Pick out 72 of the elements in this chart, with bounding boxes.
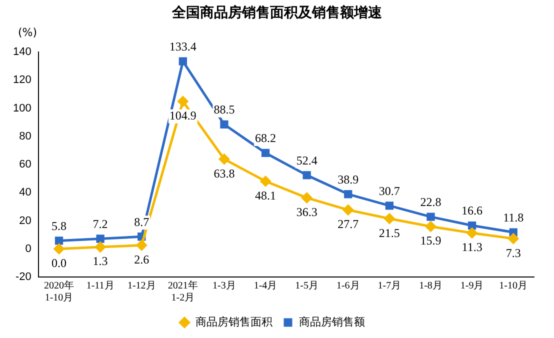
y-tick-label: 100 — [12, 102, 32, 114]
data-label: 7.3 — [506, 246, 521, 260]
x-tick-label: 1-5月 — [295, 280, 318, 292]
point — [261, 148, 270, 158]
x-tick-label: 1-3月 — [212, 280, 236, 292]
x-tick-label: 1-10月 — [499, 280, 528, 292]
legend-label: 商品房销售面积 — [196, 316, 272, 329]
point — [342, 204, 354, 216]
x-tick-label: 2021年 1-2月 — [168, 280, 198, 304]
data-label: 104.9 — [169, 108, 196, 123]
x-tick-label: 1-12月 — [127, 280, 156, 292]
x-tick-label: 2020年 1-10月 — [44, 280, 74, 304]
data-label: 22.8 — [420, 194, 442, 209]
y-axis-title: (%) — [18, 26, 38, 39]
point — [384, 213, 395, 224]
data-label: 21.5 — [378, 226, 400, 240]
point — [508, 233, 519, 244]
x-tick-label: 1-7月 — [378, 280, 402, 292]
point — [136, 240, 147, 250]
data-label: 30.7 — [378, 184, 400, 198]
point — [426, 212, 435, 221]
point — [95, 242, 106, 252]
point — [178, 96, 188, 107]
data-label: 0.0 — [52, 256, 67, 270]
point — [385, 202, 394, 210]
y-tick-label: 40 — [19, 186, 32, 199]
point — [178, 57, 187, 66]
data-label: 8.7 — [134, 214, 150, 229]
y-tick-label: 140 — [12, 46, 32, 58]
data-label: 38.9 — [338, 172, 359, 186]
data-label: 36.3 — [296, 204, 318, 219]
point — [54, 244, 64, 254]
x-tick-label: 1-4月 — [254, 280, 278, 292]
data-label: 52.4 — [296, 153, 318, 168]
data-label: 1.3 — [92, 254, 108, 268]
y-tick-label: 80 — [19, 130, 32, 142]
point — [468, 221, 476, 230]
data-label: 133.4 — [169, 39, 196, 54]
x-tick-label: 1-9月 — [460, 280, 484, 292]
data-label: 7.2 — [92, 216, 108, 231]
data-label: 2.6 — [134, 252, 150, 266]
point — [466, 228, 478, 238]
point — [54, 236, 64, 245]
point — [509, 228, 518, 236]
y-tick-label: 0 — [25, 242, 32, 255]
y-tick-label: 20 — [19, 214, 32, 227]
data-label: 68.2 — [255, 131, 276, 146]
x-tick-label: 1-8月 — [419, 280, 442, 292]
point — [220, 120, 228, 128]
y-tick-label: 120 — [12, 74, 32, 86]
x-tick-label: 1-11月 — [86, 280, 114, 292]
data-label: 11.3 — [462, 240, 482, 254]
point — [218, 154, 230, 164]
data-label: 88.5 — [214, 102, 235, 117]
data-label: 16.6 — [462, 204, 483, 218]
data-label: 27.7 — [338, 217, 359, 232]
point — [425, 221, 436, 232]
legend-label: 商品房销售额 — [299, 316, 365, 329]
point — [344, 190, 352, 198]
data-label: 63.8 — [214, 166, 235, 180]
y-tick-label: 60 — [19, 158, 32, 171]
y-tick-label: -20 — [15, 271, 32, 284]
point — [96, 234, 104, 243]
x-tick-label: 1-6月 — [336, 280, 360, 292]
point — [260, 176, 271, 186]
point — [302, 171, 311, 180]
data-label: 5.8 — [52, 218, 67, 233]
data-label: 11.8 — [503, 210, 524, 224]
data-label: 48.1 — [255, 188, 276, 202]
data-label: 15.9 — [420, 234, 442, 248]
point — [302, 192, 312, 204]
chart-title: 全国商品房销售面积及销售额增速 — [171, 4, 383, 22]
